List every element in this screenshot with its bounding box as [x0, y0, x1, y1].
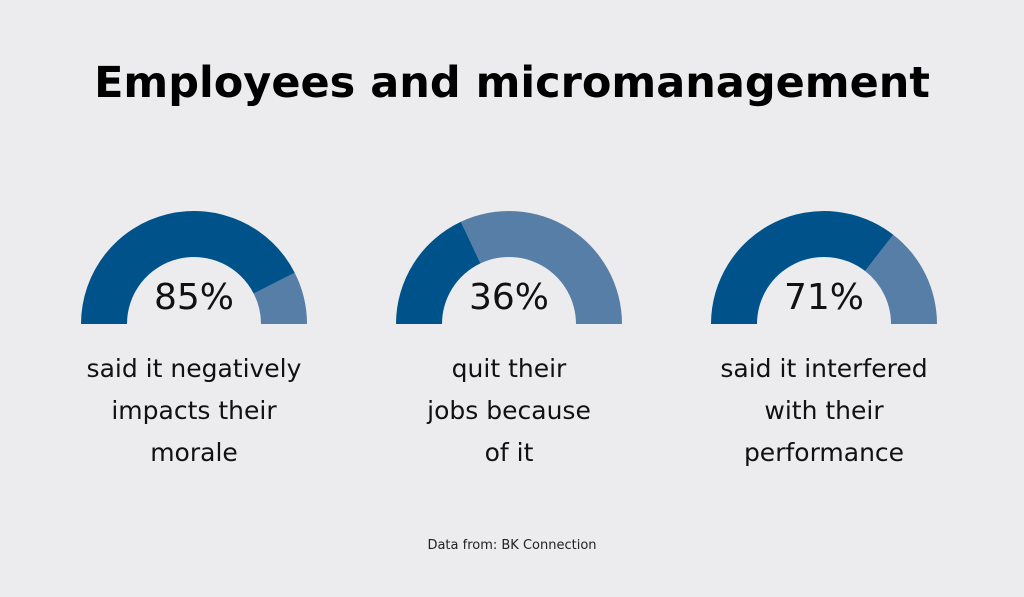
- gauge-2-caption-line-1: quit their: [451, 354, 567, 383]
- gauge-3-chart: [711, 211, 937, 324]
- gauge-3-caption-line-2: with their: [764, 396, 884, 425]
- gauge-3-filled-arc: [711, 211, 894, 324]
- gauge-1-remainder-arc: [253, 272, 307, 324]
- gauge-2-value: 36%: [468, 277, 549, 318]
- gauge-1-chart: [81, 211, 307, 324]
- chart-title: Employees and micromanagement: [94, 58, 930, 108]
- data-source-note: Data from: BK Connection: [427, 538, 597, 553]
- gauge-3-caption-line-3: performance: [743, 438, 905, 467]
- gauge-2-caption-line-3: of it: [484, 438, 534, 467]
- gauge-2-chart: [396, 211, 622, 324]
- gauge-1-caption: said it negatively impacts their morale: [49, 348, 339, 474]
- gauge-3-remainder-arc: [865, 234, 937, 324]
- gauge-3-caption-line-1: said it interfered: [720, 354, 928, 383]
- gauge-2-caption: quit their jobs because of it: [364, 348, 654, 474]
- gauge-1-caption-line-1: said it negatively: [86, 354, 302, 383]
- gauge-3-value: 71%: [783, 277, 864, 318]
- gauge-1-filled-arc: [81, 211, 295, 324]
- gauge-1-caption-line-3: morale: [150, 438, 238, 467]
- gauge-2-remainder-arc: [460, 211, 622, 324]
- gauge-3-caption: said it interfered with their performanc…: [679, 348, 969, 474]
- gauge-1-caption-line-2: impacts their: [111, 396, 277, 425]
- gauge-2-filled-arc: [396, 221, 481, 324]
- gauge-1-value: 85%: [153, 277, 234, 318]
- gauge-2-caption-line-2: jobs because: [427, 396, 591, 425]
